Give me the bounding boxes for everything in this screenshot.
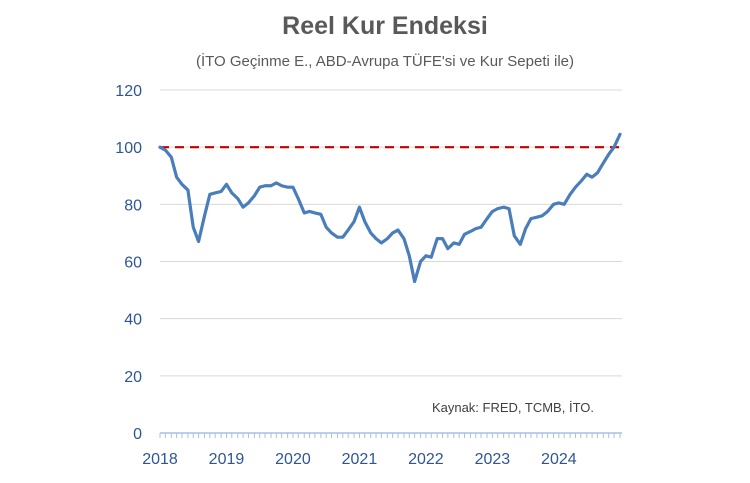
x-tick-label: 2018 xyxy=(142,451,178,468)
x-tick-label: 2022 xyxy=(408,451,444,468)
x-axis: 2018 2019 2020 2021 2022 2023 2024 xyxy=(142,432,622,468)
series-group xyxy=(158,132,622,284)
y-tick-label: 100 xyxy=(115,140,142,157)
chart-subtitle: (İTO Geçinme E., ABD-Avrupa TÜFE'si ve K… xyxy=(196,52,574,70)
x-tick-label: 2023 xyxy=(475,451,511,468)
y-tick-label: 120 xyxy=(115,83,142,100)
x-tick-label: 2020 xyxy=(275,451,311,468)
y-axis: 0 20 40 60 80 100 120 xyxy=(115,83,142,443)
source-note: Kaynak: FRED, TCMB, İTO. xyxy=(432,400,594,415)
y-tick-label: 80 xyxy=(124,197,142,214)
y-tick-label: 20 xyxy=(124,369,142,386)
y-tick-label: 60 xyxy=(124,255,142,272)
chart-title: Reel Kur Endeksi xyxy=(282,12,488,40)
y-tick-label: 0 xyxy=(133,426,142,443)
x-tick-label: 2019 xyxy=(209,451,245,468)
x-tick-label: 2021 xyxy=(342,451,378,468)
y-tick-label: 40 xyxy=(124,312,142,329)
x-tick-label: 2024 xyxy=(541,451,577,468)
series-line xyxy=(158,132,622,284)
